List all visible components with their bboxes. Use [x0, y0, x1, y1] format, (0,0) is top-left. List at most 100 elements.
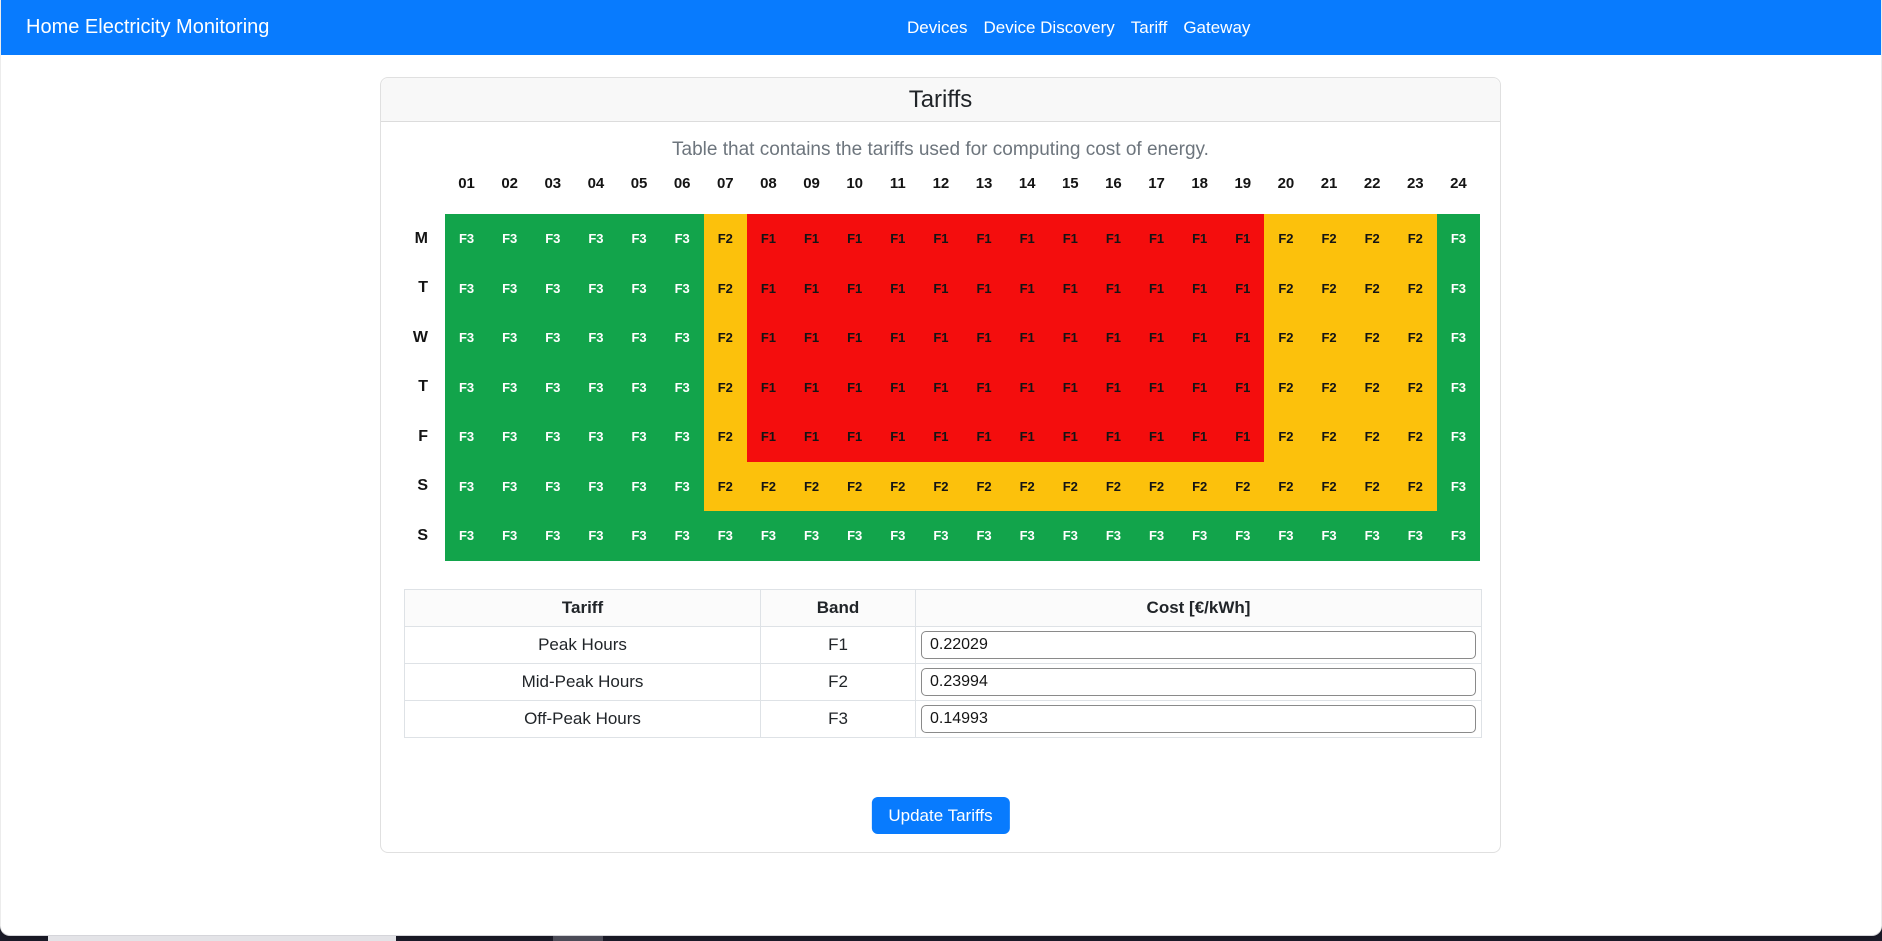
cost-input-f3[interactable]: [921, 705, 1476, 733]
schedule-row-2: T F3 F3 F3 F3 F3 F3 F2 F1 F1 F1 F1 F1 F1 F1 F1 F1 F1 F1 F1 F…: [381, 263, 1480, 313]
schedule-cell-f2: F2: [1307, 412, 1351, 462]
tariff-table: Tariff Band Cost [€/kWh] Peak HoursF1Mid…: [404, 589, 1482, 738]
tariff-name-cell: Peak Hours: [404, 626, 761, 664]
schedule-cell-f1: F1: [876, 362, 920, 412]
schedule-cell-f3: F3: [1221, 511, 1265, 561]
schedule-cell-f3: F3: [488, 461, 532, 511]
col-header-tariff: Tariff: [404, 589, 761, 627]
schedule-cell-f2: F2: [833, 461, 877, 511]
schedule-cell-f3: F3: [531, 362, 575, 412]
navbar-brand[interactable]: Home Electricity Monitoring: [26, 16, 270, 38]
hours-header-row: 01 02 03 04 05 06 07 08 09 10 11 12 13 14 15 16 17 18 19 20…: [445, 175, 1480, 192]
schedule-cell-f3: F3: [488, 362, 532, 412]
tariff-table-body: Peak HoursF1Mid-Peak HoursF2Off-Peak Hou…: [404, 626, 1482, 738]
schedule-cell-f3: F3: [703, 511, 747, 561]
schedule-row-7: S F3 F3 F3 F3 F3 F3 F3 F3 F3 F3 F3 F3 F3 F3 F3 F3 F3 F3 F3 F…: [381, 511, 1480, 561]
schedule-cell-f3: F3: [445, 461, 489, 511]
schedule-cell-f2: F2: [1264, 214, 1308, 264]
schedule-cell-f1: F1: [962, 412, 1006, 462]
schedule-cell-f1: F1: [919, 362, 963, 412]
schedule-cell-f3: F3: [531, 313, 575, 363]
schedule-cell-f3: F3: [574, 263, 618, 313]
schedule-cell-f3: F3: [574, 461, 618, 511]
schedule-cell-f3: F3: [574, 511, 618, 561]
schedule-cell-f3: F3: [531, 214, 575, 264]
cost-input-f2[interactable]: [921, 668, 1476, 696]
schedule-cell-f1: F1: [1135, 263, 1179, 313]
schedule-cell-f2: F2: [1307, 214, 1351, 264]
schedule-cell-f1: F1: [1005, 412, 1049, 462]
schedule-cell-f3: F3: [660, 362, 704, 412]
schedule-cell-f1: F1: [833, 362, 877, 412]
hour-label-18: 18: [1191, 175, 1209, 192]
schedule-cell-f1: F1: [1135, 412, 1179, 462]
schedule-cell-f1: F1: [962, 313, 1006, 363]
schedule-cell-f1: F1: [1005, 313, 1049, 363]
schedule-cell-f3: F3: [833, 511, 877, 561]
tariff-table-header-row: Tariff Band Cost [€/kWh]: [404, 589, 1482, 627]
schedule-cell-f1: F1: [790, 214, 834, 264]
schedule-cell-f1: F1: [1048, 362, 1092, 412]
hour-label-03: 03: [544, 175, 562, 192]
hour-label-08: 08: [760, 175, 777, 192]
schedule-cell-f3: F3: [1436, 214, 1480, 264]
schedule-cell-f1: F1: [1135, 214, 1179, 264]
schedule-cell-f3: F3: [1307, 511, 1351, 561]
schedule-cell-f1: F1: [1091, 362, 1135, 412]
schedule-cell-f1: F1: [1221, 362, 1265, 412]
hour-label-14: 14: [1018, 175, 1036, 192]
day-label: W: [412, 328, 428, 346]
hour-label-13: 13: [975, 175, 993, 192]
card-subtitle: Table that contains the tariffs used for…: [672, 139, 1209, 160]
schedule-cell-f1: F1: [876, 412, 920, 462]
schedule-cell-f1: F1: [919, 214, 963, 264]
schedule-cell-f3: F3: [1135, 511, 1179, 561]
nav-link-gateway[interactable]: Gateway: [1183, 17, 1251, 37]
schedule-cell-f1: F1: [919, 313, 963, 363]
schedule-cell-f1: F1: [962, 362, 1006, 412]
schedule-cell-f2: F2: [1350, 412, 1394, 462]
schedule-cell-f3: F3: [488, 412, 532, 462]
schedule-cell-f2: F2: [1393, 461, 1437, 511]
hour-label-23: 23: [1406, 175, 1424, 192]
schedule-row-5: F F3 F3 F3 F3 F3 F3 F2 F1 F1 F1 F1 F1 F1 F1 F1 F1 F1 F1 F1 F…: [381, 412, 1480, 462]
nav-link-device-discovery[interactable]: Device Discovery: [983, 17, 1115, 37]
schedule-cell-f1: F1: [790, 362, 834, 412]
schedule-cell-f1: F1: [1135, 362, 1179, 412]
schedule-cell-f1: F1: [746, 214, 790, 264]
schedule-cell-f3: F3: [1091, 511, 1135, 561]
schedule-cell-f3: F3: [660, 511, 704, 561]
hour-label-16: 16: [1105, 175, 1122, 192]
schedule-cell-f3: F3: [746, 511, 790, 561]
nav-link-tariff[interactable]: Tariff: [1130, 17, 1168, 37]
schedule-cell-f3: F3: [1436, 362, 1480, 412]
taskbar-segment-light: [48, 936, 396, 941]
hour-label-22: 22: [1363, 175, 1381, 192]
schedule-cell-f3: F3: [488, 214, 532, 264]
schedule-cell-f3: F3: [531, 511, 575, 561]
day-label: M: [414, 229, 428, 247]
schedule-cell-f2: F2: [703, 313, 747, 363]
nav-link-devices[interactable]: Devices: [907, 17, 968, 37]
schedule-cell-f1: F1: [1135, 313, 1179, 363]
schedule-cell-f1: F1: [1178, 362, 1222, 412]
schedule-cell-f1: F1: [876, 313, 920, 363]
cost-input-f1[interactable]: [921, 631, 1476, 659]
schedule-cell-f3: F3: [1178, 511, 1222, 561]
schedule-cell-f1: F1: [1221, 263, 1265, 313]
band-cell: F3: [760, 700, 916, 738]
schedule-cell-f2: F2: [1393, 313, 1437, 363]
schedule-cell-f1: F1: [1005, 263, 1049, 313]
schedule-cell-f3: F3: [617, 511, 661, 561]
schedule-cell-f3: F3: [488, 511, 532, 561]
schedule-cell-f1: F1: [1048, 313, 1092, 363]
update-tariffs-button[interactable]: Update Tariffs: [871, 797, 1010, 834]
schedule-cell-f2: F2: [1264, 362, 1308, 412]
hour-label-24: 24: [1450, 175, 1467, 192]
band-cell: F2: [760, 663, 916, 701]
schedule-cell-f3: F3: [790, 511, 834, 561]
day-label: T: [418, 279, 428, 297]
schedule-cell-f1: F1: [1005, 214, 1049, 264]
schedule-cell-f3: F3: [660, 214, 704, 264]
schedule-cell-f3: F3: [660, 412, 704, 462]
